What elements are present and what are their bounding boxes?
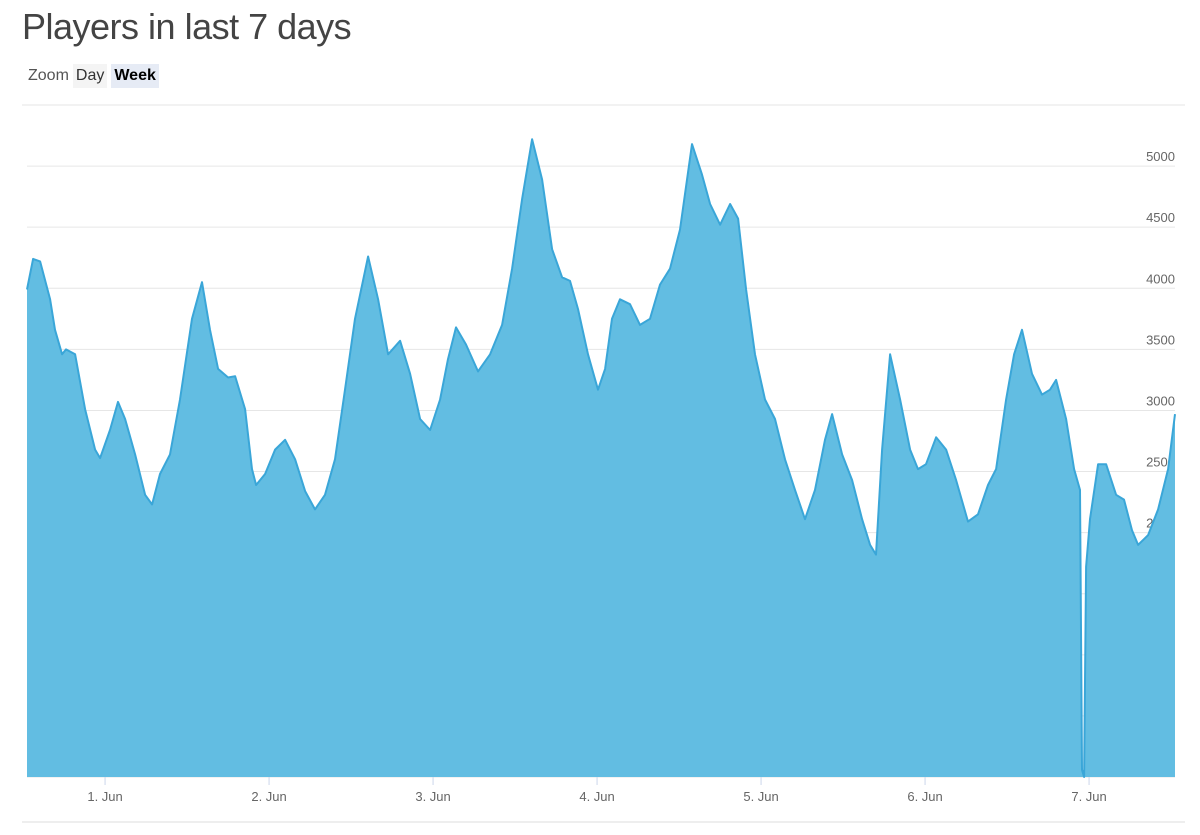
chart-title: Players in last 7 days	[22, 6, 352, 47]
x-tick-label: 6. Jun	[907, 789, 942, 804]
x-tick-label: 5. Jun	[743, 789, 778, 804]
x-tick-label: 7. Jun	[1071, 789, 1106, 804]
y-tick-label: 3500	[1146, 332, 1175, 347]
y-tick-label: 4000	[1146, 271, 1175, 286]
y-tick-label: 3000	[1146, 393, 1175, 408]
line	[26, 138, 1176, 778]
zoom-controls: Zoom Day Week	[28, 64, 159, 88]
x-tick-label: 3. Jun	[415, 789, 450, 804]
area	[27, 139, 1175, 777]
zoom-button[interactable]: Week	[111, 64, 159, 88]
x-tick-label: 1. Jun	[87, 789, 122, 804]
y-tick-label: 4500	[1146, 210, 1175, 225]
zoom-button[interactable]: Day	[72, 64, 108, 88]
zoom-label: Zoom	[28, 67, 69, 84]
x-tick-label: 2. Jun	[251, 789, 286, 804]
x-tick-label: 4. Jun	[579, 789, 614, 804]
y-tick-label: 5000	[1146, 149, 1175, 164]
